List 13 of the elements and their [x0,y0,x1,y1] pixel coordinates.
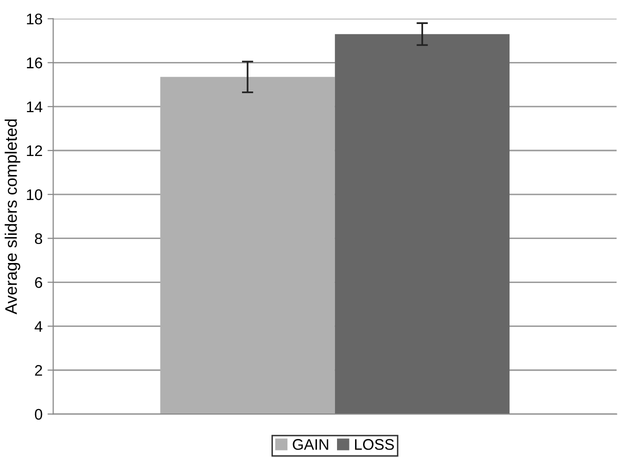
legend-label: GAIN [292,439,328,450]
y-tick-label: 14 [26,102,42,112]
y-tick-label: 16 [26,58,42,68]
y-tick-label: 4 [34,321,42,332]
legend-label: LOSS [355,439,394,450]
y-tick-label: 6 [35,277,42,288]
y-tick-label: 8 [34,233,42,244]
y-tick-label: 10 [26,189,42,200]
y-axis-title: Average sliders completed [4,119,20,314]
y-tick-label: 2 [35,364,42,376]
y-tick-label: 12 [26,145,42,156]
y-tick-label: 18 [26,14,42,24]
y-tick-label: 0 [34,408,42,420]
